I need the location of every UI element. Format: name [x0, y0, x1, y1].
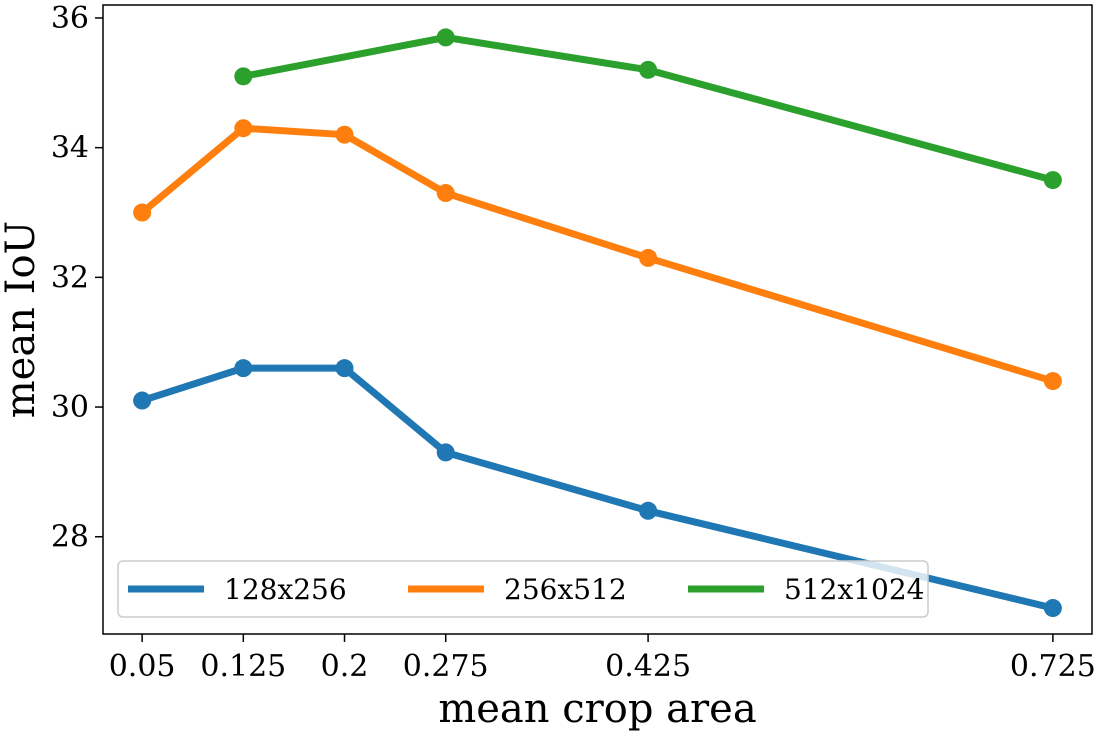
data-point-256x512-2	[335, 125, 354, 144]
series-256x512	[133, 119, 1062, 391]
data-point-256x512-0	[133, 203, 152, 222]
legend-label: 128x256	[224, 573, 347, 606]
x-tick-label: 0.125	[200, 649, 286, 684]
y-axis: 28 30 32 34 36	[51, 1, 103, 555]
data-point-256x512-5	[1043, 372, 1062, 391]
series-line-128x256	[138, 364, 1057, 612]
series-layer	[133, 28, 1062, 618]
x-axis-label: mean crop area	[438, 686, 756, 732]
data-point-128x256-3	[436, 443, 455, 462]
x-tick-label: 0.2	[321, 649, 369, 684]
x-tick-label: 0.725	[1010, 649, 1096, 684]
legend: 128x256 256x512 512x1024	[117, 560, 929, 618]
data-point-256x512-3	[436, 184, 455, 203]
legend-label: 256x512	[504, 573, 627, 606]
x-tick-label: 0.275	[403, 649, 489, 684]
y-tick-label: 34	[51, 131, 89, 166]
data-point-512x1024-2	[639, 60, 658, 79]
legend-label: 512x1024	[784, 573, 925, 606]
data-point-128x256-2	[335, 359, 354, 378]
legend-box	[117, 560, 929, 618]
x-tick-label: 0.05	[109, 649, 176, 684]
data-point-128x256-4	[639, 501, 658, 520]
y-tick-label: 30	[51, 390, 89, 425]
x-tick-label: 0.425	[605, 649, 691, 684]
series-line-512x1024	[239, 33, 1057, 184]
data-point-128x256-0	[133, 391, 152, 410]
x-axis: 0.05 0.125 0.2 0.275 0.425 0.725	[109, 634, 1096, 684]
y-tick-label: 32	[51, 260, 89, 295]
series-128x256	[133, 359, 1062, 618]
data-point-256x512-4	[639, 248, 658, 267]
series-line-256x512	[138, 124, 1057, 385]
y-tick-label: 36	[51, 1, 89, 36]
series-512x1024	[234, 28, 1062, 190]
data-point-512x1024-0	[234, 67, 253, 86]
data-point-128x256-1	[234, 359, 253, 378]
data-point-512x1024-1	[436, 28, 455, 47]
plot-frame	[102, 4, 1093, 635]
data-point-256x512-1	[234, 119, 253, 138]
data-point-128x256-5	[1043, 599, 1062, 618]
data-point-512x1024-3	[1043, 171, 1062, 190]
y-axis-label: mean IoU	[0, 221, 44, 419]
y-tick-label: 28	[51, 520, 89, 555]
